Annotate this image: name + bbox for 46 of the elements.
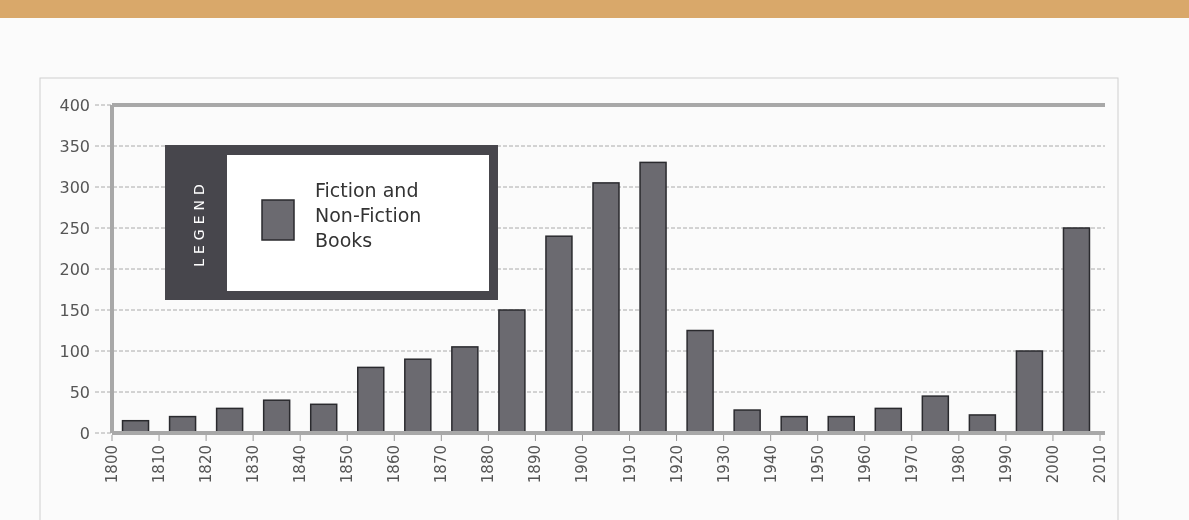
x-tick-label: 1990 <box>996 445 1015 484</box>
y-tick-label: 0 <box>79 423 90 443</box>
x-tick-label: 1850 <box>338 445 357 484</box>
y-tick-label: 100 <box>59 341 90 361</box>
x-tick-label: 1800 <box>103 445 121 484</box>
bar <box>451 346 479 434</box>
x-tick-label: 1870 <box>432 445 451 484</box>
bar <box>639 161 667 434</box>
x-tick-label: 1930 <box>714 445 733 484</box>
bar <box>1015 350 1044 434</box>
y-tick-label: 200 <box>59 259 90 279</box>
x-tick-label: 1940 <box>761 445 780 484</box>
x-tick-label: 1900 <box>573 445 592 484</box>
legend-title: LEGEND <box>191 179 207 267</box>
x-tick-label: 1950 <box>808 445 827 484</box>
y-tick-label: 300 <box>59 177 90 197</box>
x-tick-label: 1890 <box>526 445 545 484</box>
x-tick-label: 1860 <box>385 445 404 484</box>
x-tick-label: 2000 <box>1043 445 1062 484</box>
bar <box>262 399 291 434</box>
bar <box>592 182 620 434</box>
y-tick-label: 400 <box>59 95 90 115</box>
x-tick-label: 1820 <box>197 445 216 484</box>
bar <box>545 235 573 434</box>
x-tick-label: 1920 <box>667 445 686 484</box>
y-tick-label: 50 <box>69 382 90 402</box>
y-tick-label: 350 <box>59 136 90 156</box>
x-tick-label: 2010 <box>1091 445 1109 484</box>
bar <box>498 309 526 434</box>
bar <box>357 366 385 434</box>
bar <box>733 409 761 434</box>
x-tick-label: 1960 <box>855 445 874 484</box>
x-tick-label: 1810 <box>150 445 169 484</box>
bar <box>1062 227 1091 434</box>
bar <box>921 395 950 434</box>
x-tick-label: 1830 <box>244 445 263 484</box>
x-tick-label: 1880 <box>479 445 498 484</box>
bar <box>686 329 714 434</box>
y-tick-label: 150 <box>59 300 90 320</box>
bar <box>404 358 432 434</box>
x-tick-label: 1840 <box>291 445 310 484</box>
x-tick-label: 1980 <box>949 445 968 484</box>
x-tick-label: 1910 <box>620 445 639 484</box>
legend-label: Fiction and Non-Fiction Books <box>315 179 422 251</box>
x-tick-label: 1970 <box>902 445 921 484</box>
y-tick-label: 250 <box>59 218 90 238</box>
